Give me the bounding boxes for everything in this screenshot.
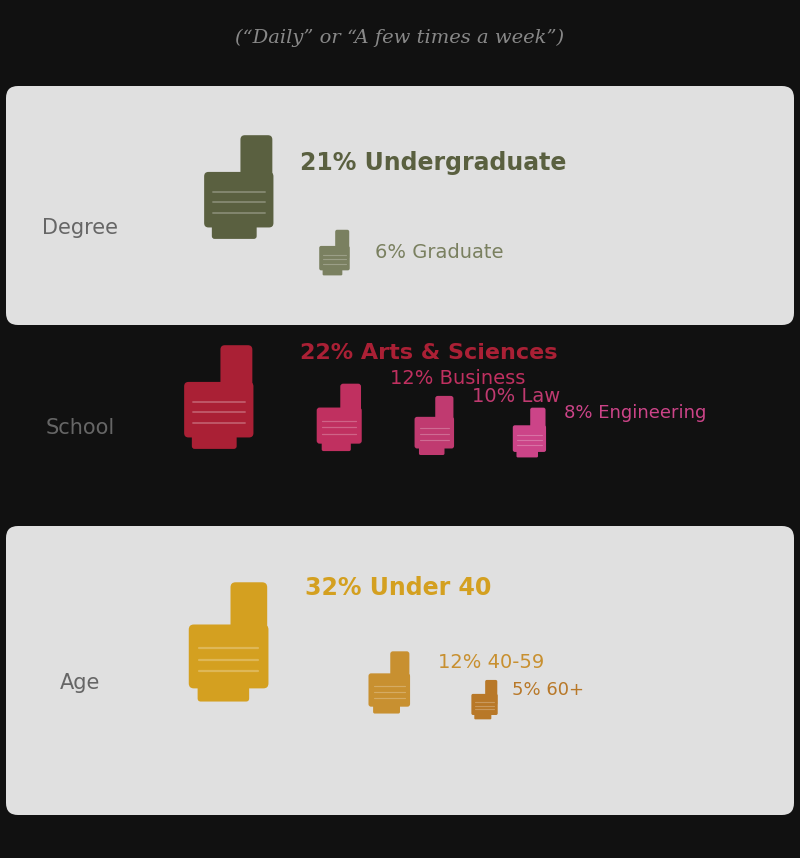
- FancyBboxPatch shape: [340, 384, 361, 427]
- FancyBboxPatch shape: [319, 246, 350, 270]
- FancyBboxPatch shape: [241, 136, 272, 202]
- Text: Age: Age: [60, 673, 100, 693]
- FancyBboxPatch shape: [224, 401, 249, 414]
- FancyBboxPatch shape: [392, 685, 407, 692]
- FancyBboxPatch shape: [198, 678, 249, 702]
- FancyBboxPatch shape: [532, 434, 544, 441]
- FancyBboxPatch shape: [513, 426, 546, 452]
- FancyBboxPatch shape: [517, 448, 538, 457]
- Text: 10% Law: 10% Law: [472, 386, 560, 406]
- FancyBboxPatch shape: [184, 382, 254, 438]
- FancyBboxPatch shape: [244, 190, 269, 204]
- Text: 21% Undergraduate: 21% Undergraduate: [300, 151, 566, 175]
- FancyBboxPatch shape: [6, 526, 794, 815]
- Text: Degree: Degree: [42, 218, 118, 238]
- FancyBboxPatch shape: [471, 694, 498, 715]
- FancyBboxPatch shape: [419, 444, 445, 455]
- FancyBboxPatch shape: [212, 219, 257, 239]
- FancyBboxPatch shape: [192, 428, 237, 449]
- FancyBboxPatch shape: [337, 254, 348, 260]
- Text: 5% 60+: 5% 60+: [512, 681, 584, 699]
- Text: 12% 40-59: 12% 40-59: [438, 654, 544, 673]
- Text: 22% Arts & Sciences: 22% Arts & Sciences: [300, 343, 558, 363]
- FancyBboxPatch shape: [474, 711, 491, 719]
- FancyBboxPatch shape: [204, 172, 274, 227]
- Text: 6% Graduate: 6% Graduate: [375, 244, 503, 263]
- FancyBboxPatch shape: [322, 266, 342, 275]
- FancyBboxPatch shape: [437, 427, 451, 435]
- FancyBboxPatch shape: [414, 417, 454, 449]
- Text: School: School: [46, 418, 114, 438]
- FancyBboxPatch shape: [373, 701, 400, 714]
- FancyBboxPatch shape: [230, 583, 267, 659]
- FancyBboxPatch shape: [530, 408, 546, 439]
- Text: 8% Engineering: 8% Engineering: [564, 404, 706, 422]
- FancyBboxPatch shape: [189, 625, 269, 688]
- FancyBboxPatch shape: [317, 408, 362, 444]
- FancyBboxPatch shape: [221, 345, 252, 412]
- Text: 32% Under 40: 32% Under 40: [305, 576, 491, 600]
- FancyBboxPatch shape: [435, 396, 454, 434]
- FancyBboxPatch shape: [342, 420, 359, 429]
- FancyBboxPatch shape: [6, 86, 794, 325]
- FancyBboxPatch shape: [486, 701, 496, 706]
- FancyBboxPatch shape: [234, 646, 263, 662]
- FancyBboxPatch shape: [369, 674, 410, 707]
- FancyBboxPatch shape: [322, 438, 351, 451]
- Text: 12% Business: 12% Business: [390, 368, 526, 388]
- FancyBboxPatch shape: [485, 680, 498, 705]
- FancyBboxPatch shape: [335, 230, 350, 259]
- Text: (“Daily” or “A few times a week”): (“Daily” or “A few times a week”): [235, 29, 565, 47]
- FancyBboxPatch shape: [390, 651, 410, 692]
